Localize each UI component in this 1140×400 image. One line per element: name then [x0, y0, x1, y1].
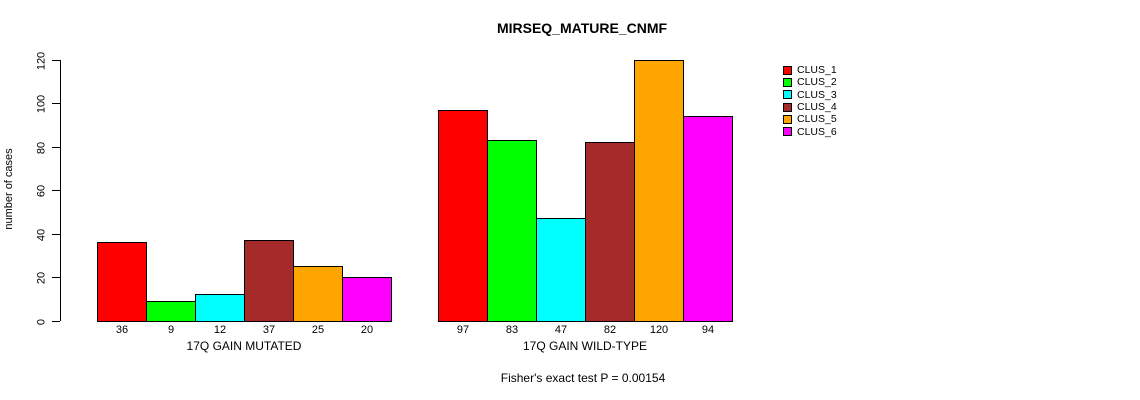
- y-tick: [52, 147, 60, 148]
- legend-swatch: [783, 127, 792, 137]
- y-tick-label: 0: [35, 318, 48, 325]
- x-group-label: 17Q GAIN MUTATED: [186, 339, 302, 353]
- legend-swatch: [783, 114, 792, 124]
- legend-swatch: [783, 102, 792, 112]
- legend-label: CLUS_1: [797, 63, 837, 76]
- bar-clus_6-group2: [683, 116, 733, 322]
- legend-label: CLUS_2: [797, 76, 837, 89]
- y-axis-line: [60, 60, 61, 321]
- fisher-test-annotation: Fisher's exact test P = 0.00154: [500, 371, 666, 385]
- bar-clus_6-group1: [342, 277, 392, 322]
- bar-clus_5-group2: [634, 60, 684, 322]
- bar-value-label: 47: [554, 324, 568, 336]
- bar-value-label: 120: [649, 324, 669, 336]
- legend-swatch: [783, 90, 792, 100]
- y-tick: [52, 321, 60, 322]
- legend-label: CLUS_3: [797, 88, 837, 101]
- y-tick: [52, 190, 60, 191]
- bar-clus_1-group1: [97, 242, 147, 322]
- bar-value-label: 12: [213, 324, 227, 336]
- bar-clus_2-group1: [146, 301, 196, 322]
- bar-clus_3-group1: [195, 294, 245, 322]
- y-tick: [52, 234, 60, 235]
- bar-value-label: 83: [505, 324, 519, 336]
- y-tick-label: 80: [35, 141, 48, 154]
- y-tick-label: 120: [35, 51, 48, 70]
- legend-item: CLUS_3: [783, 89, 837, 101]
- legend-swatch: [783, 65, 792, 75]
- bar-clus_1-group2: [438, 110, 488, 322]
- bar-clus_4-group2: [585, 142, 635, 322]
- y-tick: [52, 277, 60, 278]
- legend: CLUS_1 CLUS_2 CLUS_3 CLUS_4 CLUS_5 CLUS_6: [783, 64, 837, 138]
- y-tick-label: 60: [35, 184, 48, 197]
- x-group-label: 17Q GAIN WILD-TYPE: [522, 339, 648, 353]
- legend-item: CLUS_5: [783, 113, 837, 125]
- bar-value-label: 36: [115, 324, 129, 336]
- legend-label: CLUS_5: [797, 113, 837, 126]
- chart-title: MIRSEQ_MATURE_CNMF: [496, 20, 668, 36]
- bar-value-label: 97: [456, 324, 470, 336]
- legend-item: CLUS_6: [783, 126, 837, 138]
- bar-value-label: 9: [167, 324, 175, 336]
- bar-value-label: 25: [311, 324, 325, 336]
- bar-value-label: 20: [360, 324, 374, 336]
- legend-item: CLUS_4: [783, 101, 837, 113]
- bar-value-label: 94: [701, 324, 715, 336]
- bar-value-label: 82: [603, 324, 617, 336]
- legend-item: CLUS_1: [783, 64, 837, 76]
- bar-clus_4-group1: [244, 240, 294, 322]
- bar-clus_3-group2: [536, 218, 586, 322]
- y-tick-label: 40: [35, 228, 48, 241]
- y-tick-label: 100: [35, 94, 48, 113]
- bar-clus_5-group1: [293, 266, 343, 322]
- legend-swatch: [783, 77, 792, 87]
- legend-label: CLUS_6: [797, 125, 837, 138]
- y-tick: [52, 60, 60, 61]
- y-tick: [52, 103, 60, 104]
- bar-clus_2-group2: [487, 140, 537, 322]
- bar-value-label: 37: [262, 324, 276, 336]
- legend-item: CLUS_2: [783, 76, 837, 88]
- legend-label: CLUS_4: [797, 100, 837, 113]
- y-tick-label: 20: [35, 271, 48, 284]
